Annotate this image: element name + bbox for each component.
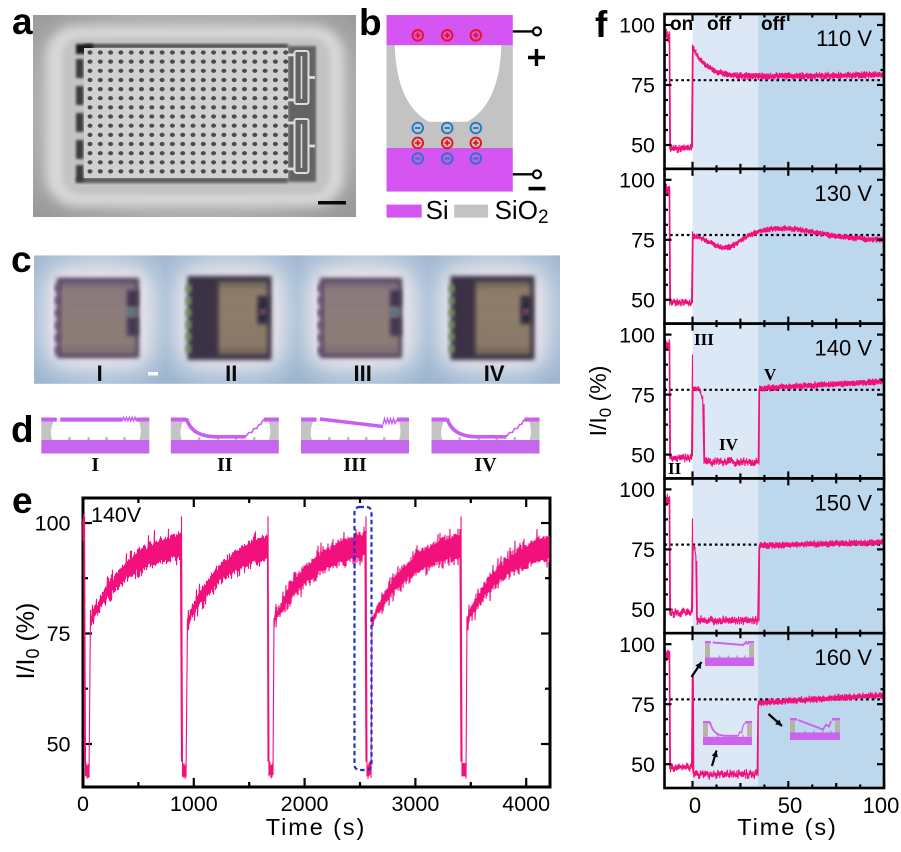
svg-text:III: III	[694, 330, 714, 349]
svg-text:IV: IV	[474, 454, 497, 476]
svg-text:50: 50	[631, 134, 655, 158]
svg-text:e: e	[12, 480, 33, 521]
svg-text:100: 100	[619, 478, 655, 502]
svg-text:Time (s): Time (s)	[737, 814, 837, 840]
svg-text:100: 100	[619, 323, 655, 347]
svg-text:b: b	[359, 2, 382, 43]
svg-text:Si: Si	[426, 195, 449, 225]
svg-text:I: I	[97, 361, 103, 386]
svg-text:0: 0	[689, 793, 701, 818]
svg-text:II: II	[668, 459, 682, 478]
svg-text:f: f	[595, 4, 608, 45]
svg-text:100: 100	[35, 512, 71, 536]
svg-text:100: 100	[619, 633, 655, 657]
svg-text:I/I0 (%): I/I0 (%)	[585, 366, 615, 437]
svg-text:75: 75	[631, 74, 655, 98]
svg-text:50: 50	[631, 443, 655, 467]
svg-text:100: 100	[863, 793, 900, 818]
svg-text:off: off	[707, 14, 732, 35]
svg-text:50: 50	[47, 733, 71, 757]
svg-text:75: 75	[631, 383, 655, 407]
svg-text:50: 50	[631, 598, 655, 622]
svg-text:160 V: 160 V	[815, 645, 873, 670]
svg-text:c: c	[11, 239, 32, 280]
svg-text:50: 50	[631, 289, 655, 313]
svg-text:off: off	[761, 14, 786, 35]
svg-text:0: 0	[77, 792, 89, 816]
svg-text:130 V: 130 V	[815, 181, 873, 206]
svg-text:1000: 1000	[170, 792, 218, 816]
svg-text:a: a	[12, 1, 33, 42]
svg-text:75: 75	[631, 538, 655, 562]
svg-text:III: III	[343, 454, 367, 476]
svg-text:75: 75	[631, 229, 655, 253]
svg-text:II: II	[217, 454, 233, 476]
svg-text:IV: IV	[719, 435, 739, 454]
svg-text:50: 50	[778, 793, 802, 818]
svg-text:100: 100	[619, 169, 655, 193]
svg-text:140 V: 140 V	[815, 336, 873, 361]
svg-text:I: I	[91, 454, 99, 476]
svg-text:V: V	[764, 365, 777, 384]
svg-text:Time (s): Time (s)	[266, 814, 366, 840]
svg-text:150 V: 150 V	[815, 490, 873, 515]
svg-text:75: 75	[47, 622, 71, 646]
svg-text:75: 75	[631, 693, 655, 717]
svg-text:140V: 140V	[91, 503, 142, 527]
svg-text:on: on	[670, 14, 693, 35]
svg-text:4000: 4000	[502, 792, 550, 816]
svg-text:3000: 3000	[391, 792, 439, 816]
svg-text:d: d	[11, 409, 34, 450]
svg-text:100: 100	[619, 14, 655, 38]
svg-text:50: 50	[631, 753, 655, 777]
svg-text:II: II	[225, 361, 237, 386]
svg-text:I/I0 (%): I/I0 (%)	[12, 603, 43, 680]
svg-text:IV: IV	[484, 361, 505, 386]
svg-text:2000: 2000	[281, 792, 329, 816]
svg-text:III: III	[354, 361, 372, 386]
svg-text:110 V: 110 V	[816, 26, 872, 51]
